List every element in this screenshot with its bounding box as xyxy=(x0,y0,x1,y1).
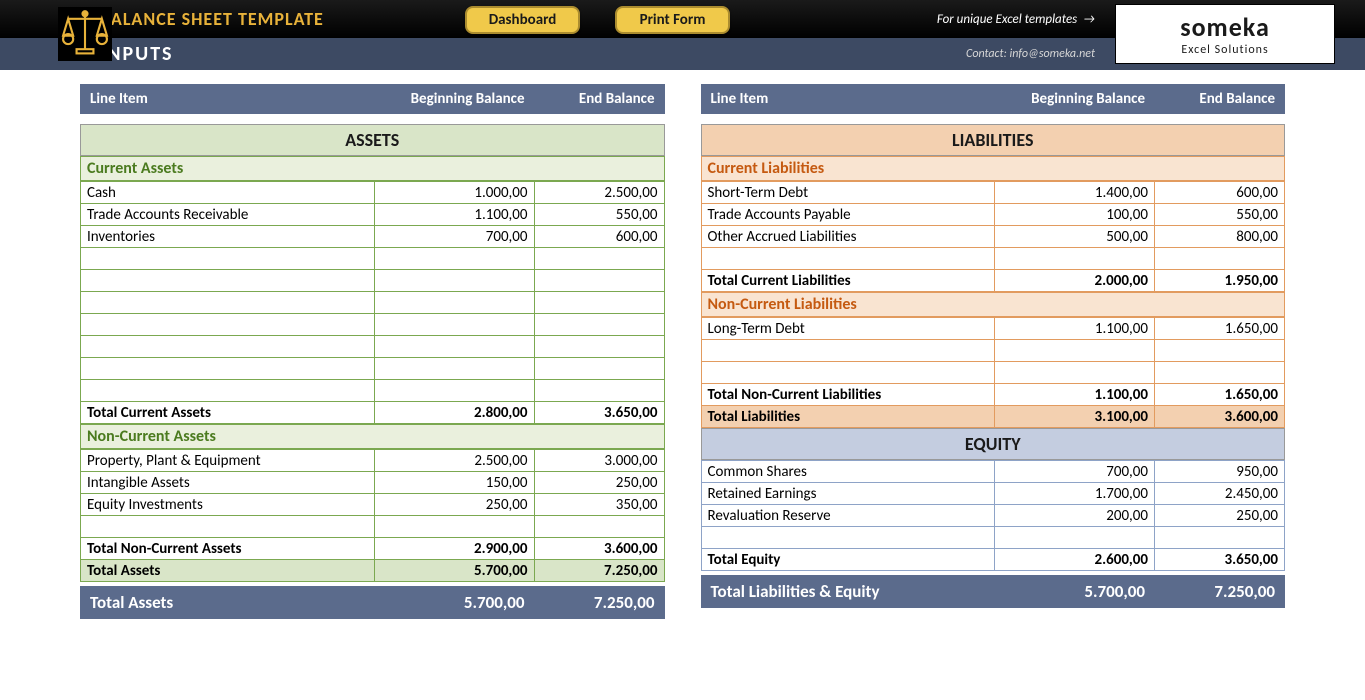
total-liabilities: Total Liabilities3.100,003.600,00 xyxy=(701,406,1285,428)
table-row: Trade Accounts Payable100,00550,00 xyxy=(701,204,1285,226)
footer-total-assets: Total Assets 5.700,00 7.250,00 xyxy=(80,586,665,619)
table-row: Equity Investments250,00350,00 xyxy=(81,494,665,516)
topbar: BALANCE SHEET TEMPLATE For unique Excel … xyxy=(0,0,1365,38)
current-assets-label: Current Assets xyxy=(80,156,665,181)
noncurrent-assets-label: Non-Current Assets xyxy=(80,424,665,449)
table-row: Short-Term Debt1.400,00600,00 xyxy=(701,182,1285,204)
liabilities-title: LIABILITIES xyxy=(701,124,1286,156)
table-row xyxy=(81,380,665,402)
assets-column: Line Item Beginning Balance End Balance … xyxy=(80,84,665,619)
equity-table: Common Shares700,00950,00 Retained Earni… xyxy=(701,460,1286,571)
table-row xyxy=(81,314,665,336)
table-row xyxy=(81,516,665,538)
table-row: Inventories700,00600,00 xyxy=(81,226,665,248)
table-row xyxy=(701,248,1285,270)
total-noncurrent-liabilities: Total Non-Current Liabilities1.100,001.6… xyxy=(701,384,1285,406)
table-row xyxy=(701,340,1285,362)
noncurrent-liabilities-label: Non-Current Liabilities xyxy=(701,292,1286,317)
table-row: Property, Plant & Equipment2.500,003.000… xyxy=(81,450,665,472)
total-noncurrent-assets: Total Non-Current Assets2.900,003.600,00 xyxy=(81,538,665,560)
total-assets: Total Assets5.700,007.250,00 xyxy=(81,560,665,582)
table-row: Intangible Assets150,00250,00 xyxy=(81,472,665,494)
table-row: Common Shares700,00950,00 xyxy=(701,461,1285,483)
total-current-liabilities: Total Current Liabilities2.000,001.950,0… xyxy=(701,270,1285,292)
total-current-assets: Total Current Assets2.800,003.650,00 xyxy=(81,402,665,424)
column-header-left: Line Item Beginning Balance End Balance xyxy=(80,84,665,114)
noncurrent-liabilities-table: Long-Term Debt1.100,001.650,00 Total Non… xyxy=(701,317,1286,428)
table-row: Trade Accounts Receivable1.100,00550,00 xyxy=(81,204,665,226)
table-row xyxy=(81,358,665,380)
table-row: Other Accrued Liabilities500,00800,00 xyxy=(701,226,1285,248)
table-row xyxy=(81,336,665,358)
table-row xyxy=(701,527,1285,549)
column-header-right: Line Item Beginning Balance End Balance xyxy=(701,84,1286,114)
table-row: Retained Earnings1.700,002.450,00 xyxy=(701,483,1285,505)
scales-icon xyxy=(55,4,115,64)
page-title: BALANCE SHEET TEMPLATE xyxy=(100,8,324,30)
dashboard-button[interactable]: Dashboard xyxy=(465,6,580,34)
arrow-right-icon: → xyxy=(1083,12,1095,27)
balance-sheet: Line Item Beginning Balance End Balance … xyxy=(0,70,1365,619)
current-assets-table: Cash1.000,002.500,00 Trade Accounts Rece… xyxy=(80,181,665,424)
footer-total-liabilities-equity: Total Liabilities & Equity 5.700,00 7.25… xyxy=(701,575,1286,608)
table-row xyxy=(81,248,665,270)
current-liabilities-label: Current Liabilities xyxy=(701,156,1286,181)
table-row: Long-Term Debt1.100,001.650,00 xyxy=(701,318,1285,340)
assets-title: ASSETS xyxy=(80,124,665,156)
equity-title: EQUITY xyxy=(701,428,1286,460)
brand-logo: someka Excel Solutions xyxy=(1115,4,1335,64)
current-liabilities-table: Short-Term Debt1.400,00600,00 Trade Acco… xyxy=(701,181,1286,292)
noncurrent-assets-table: Property, Plant & Equipment2.500,003.000… xyxy=(80,449,665,582)
table-row xyxy=(81,292,665,314)
table-row xyxy=(701,362,1285,384)
total-equity: Total Equity2.600,003.650,00 xyxy=(701,549,1285,571)
table-row xyxy=(81,270,665,292)
liabilities-equity-column: Line Item Beginning Balance End Balance … xyxy=(701,84,1286,619)
table-row: Cash1.000,002.500,00 xyxy=(81,182,665,204)
print-form-button[interactable]: Print Form xyxy=(615,6,730,34)
table-row: Revaluation Reserve200,00250,00 xyxy=(701,505,1285,527)
